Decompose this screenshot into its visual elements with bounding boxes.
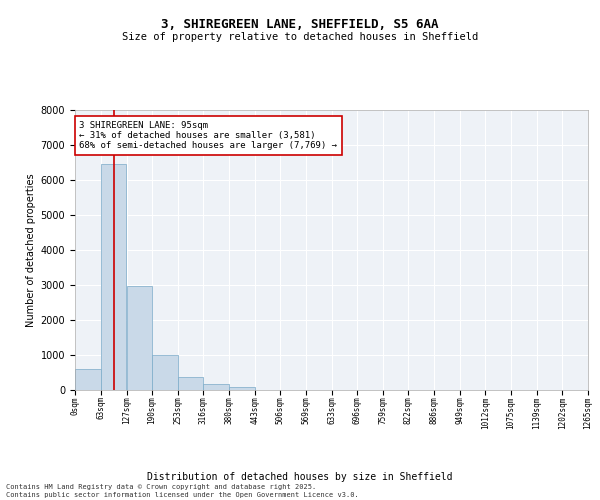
Bar (229, 387, 254, 390)
Text: Contains HM Land Registry data © Crown copyright and database right 2025.
Contai: Contains HM Land Registry data © Crown c… (6, 484, 359, 498)
Bar (178, 377, 203, 390)
Bar (101, 164, 126, 390)
Text: 3 SHIREGREEN LANE: 95sqm
← 31% of detached houses are smaller (3,581)
68% of sem: 3 SHIREGREEN LANE: 95sqm ← 31% of detach… (79, 120, 337, 150)
Text: 3, SHIREGREEN LANE, SHEFFIELD, S5 6AA: 3, SHIREGREEN LANE, SHEFFIELD, S5 6AA (161, 18, 439, 30)
Bar (127, 286, 152, 390)
Text: Size of property relative to detached houses in Sheffield: Size of property relative to detached ho… (122, 32, 478, 42)
Bar (152, 356, 178, 390)
Y-axis label: Number of detached properties: Number of detached properties (26, 173, 37, 327)
Bar (203, 384, 229, 390)
Text: Distribution of detached houses by size in Sheffield: Distribution of detached houses by size … (147, 472, 453, 482)
Bar (75, 369, 101, 390)
